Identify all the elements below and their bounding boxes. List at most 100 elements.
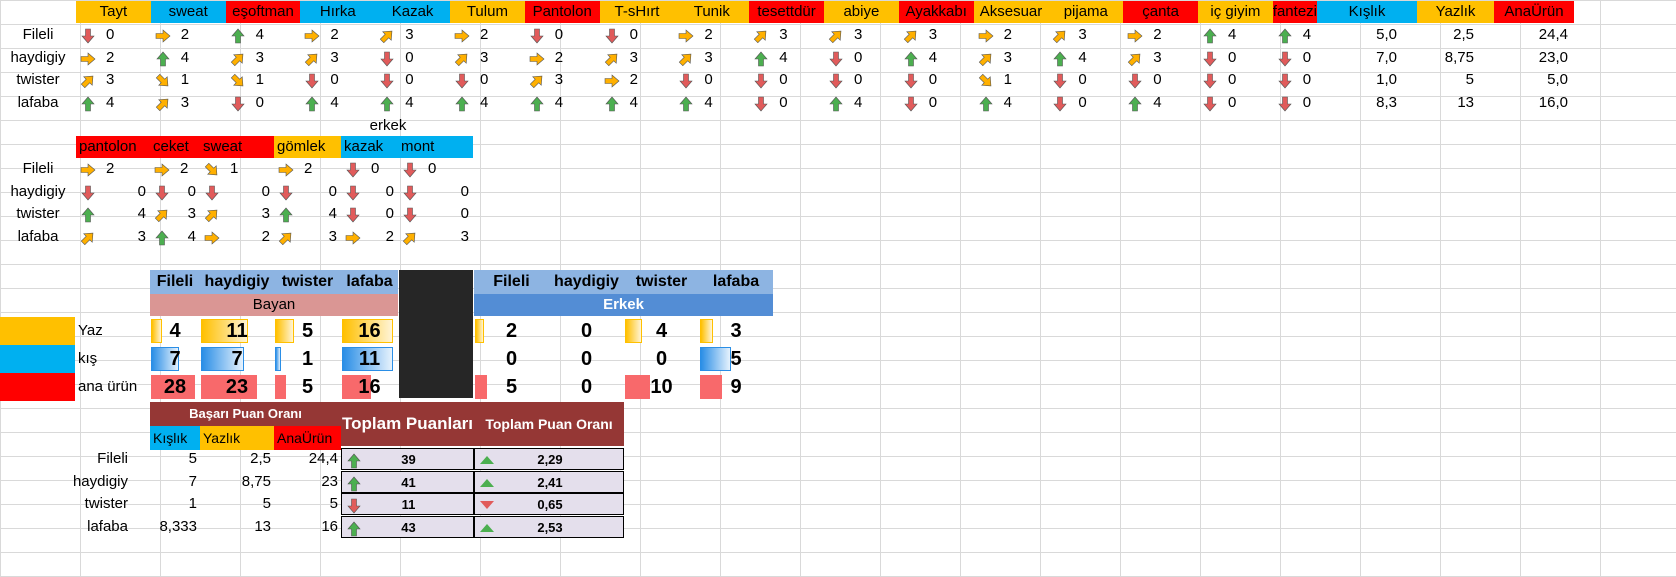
row-color-swatch (0, 345, 75, 373)
score-cell: 3 (674, 47, 749, 69)
score-cell: 4 (899, 47, 974, 69)
arrow-up-right-icon (154, 209, 168, 223)
data-bar (151, 347, 179, 371)
men-score-cell: 2 (274, 158, 341, 180)
erkek-brand-header: twister (624, 270, 699, 294)
score-cell: 3 (151, 92, 226, 114)
arrow-down-right-icon (204, 162, 218, 176)
men-score-cell: 2 (150, 158, 200, 180)
men-col-header: mont (398, 136, 473, 158)
erkek-value: 2 (505, 320, 518, 342)
arrow-down-icon (347, 498, 361, 514)
bayan-value: 23 (225, 376, 249, 398)
score-cell: 2 (151, 24, 226, 46)
arrow-down-right-icon (155, 73, 169, 87)
score-cell: 2 (974, 24, 1049, 46)
row-label: lafaba (17, 227, 59, 245)
success-value: 13 (254, 517, 271, 535)
arrow-down-icon (829, 51, 843, 66)
arrow-up-icon (604, 96, 619, 111)
score-cell: 0 (824, 69, 899, 91)
row-label: Yaz (78, 322, 103, 339)
row-label: haydigiy (10, 182, 66, 200)
row-label: twister (84, 495, 128, 512)
score-cell: 3 (226, 47, 301, 69)
data-bar (700, 319, 713, 343)
erkek-value: 5 (730, 348, 742, 370)
score-cell: 2 (300, 24, 375, 46)
summary-cell: 8,75 (1444, 48, 1474, 66)
success-col-header: Yazlık (200, 426, 274, 450)
arrow-down-icon (380, 51, 394, 66)
score-cell: 2 (450, 24, 525, 46)
score-cell: 4 (151, 47, 226, 69)
arrow-down-icon (904, 96, 918, 111)
men-score-cell: 0 (341, 158, 398, 180)
arrow-up-right-icon (679, 53, 692, 66)
men-score-cell: 2 (341, 226, 398, 248)
score-cell: 2 (674, 24, 749, 46)
summary-cell: 23,0 (1538, 48, 1568, 66)
arrow-right-icon (604, 74, 620, 88)
arrow-down-icon (81, 185, 95, 200)
arrow-up-right-icon (80, 75, 94, 89)
data-bar (700, 347, 731, 371)
row-label: Fileli (97, 450, 128, 467)
erkek-brand-header: Fileli (474, 270, 549, 294)
row-label: twister (16, 71, 60, 88)
arrow-up-icon (81, 96, 95, 111)
arrow-up-icon (455, 96, 469, 111)
data-bar (151, 319, 162, 343)
arrow-down-icon (346, 162, 360, 178)
arrow-right-icon (80, 51, 96, 66)
arrow-up-right-icon (305, 53, 318, 66)
bayan-value: 11 (226, 320, 248, 342)
score-cell: 4 (1273, 24, 1348, 46)
data-bar (625, 375, 650, 399)
arrow-up-icon (305, 96, 320, 111)
arrow-up-icon (1278, 28, 1292, 44)
data-bar (201, 375, 257, 399)
success-value: 2,5 (250, 450, 271, 467)
score-cell: 4 (1198, 24, 1273, 46)
bayan-value: 7 (231, 348, 243, 370)
arrow-right-icon (978, 29, 994, 43)
score-cell: 0 (1198, 69, 1273, 91)
score-cell: 0 (1273, 92, 1348, 114)
row-label: lafaba (17, 93, 59, 111)
score-cell: 3 (300, 47, 375, 69)
arrow-down-icon (205, 185, 219, 200)
erkek-value: 10 (650, 376, 673, 398)
score-cell: 0 (226, 92, 301, 114)
arrow-down-icon (829, 73, 843, 89)
score-cell: 0 (450, 69, 525, 91)
arrow-right-icon (204, 230, 220, 245)
data-bar (342, 347, 393, 371)
score-cell: 3 (824, 24, 899, 46)
arrow-down-icon (305, 73, 320, 89)
arrow-right-icon (454, 29, 470, 43)
score-cell: 4 (375, 92, 450, 114)
arrow-up-icon (81, 207, 95, 223)
erkek-label: Erkek (474, 294, 773, 316)
success-value: 5 (188, 450, 197, 467)
arrow-up-right-icon (604, 53, 617, 66)
data-bar (475, 375, 488, 399)
bayan-value: 4 (169, 320, 181, 342)
arrow-down-icon (754, 73, 768, 89)
arrow-right-icon (305, 29, 320, 43)
score-cell: 3 (525, 69, 600, 91)
arrow-up-right-icon (754, 30, 767, 44)
men-score-cell: 4 (150, 226, 200, 248)
score-cell: 4 (974, 92, 1049, 114)
men-score-cell: 0 (398, 203, 473, 225)
row-label: Fileli (22, 26, 54, 43)
bayan-brand-header: Fileli (150, 270, 200, 294)
women-col-header: Kazak (375, 1, 450, 23)
arrow-down-icon (403, 162, 417, 178)
men-score-cell: 0 (398, 181, 473, 203)
arrow-down-right-icon (230, 73, 243, 87)
score-cell: 0 (375, 47, 450, 69)
arrow-up-icon (829, 96, 843, 111)
score-cell: 4 (824, 92, 899, 114)
